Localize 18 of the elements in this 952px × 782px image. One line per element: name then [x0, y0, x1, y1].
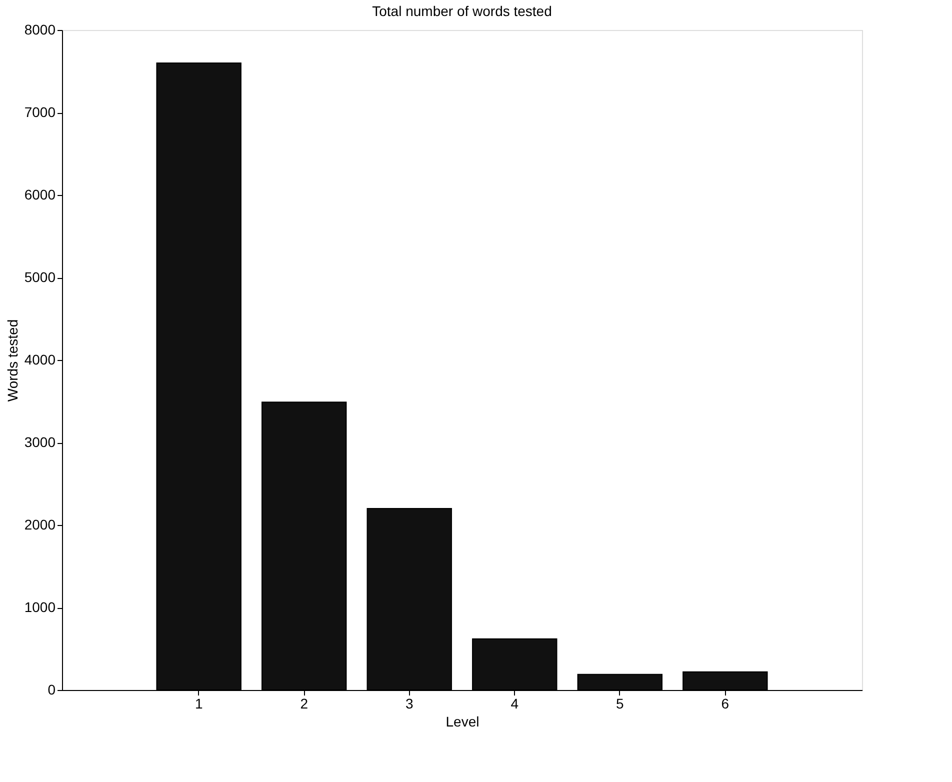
y-tick-label: 4000: [24, 352, 56, 368]
x-tick-label: 1: [194, 696, 203, 712]
y-tick-label: 6000: [24, 186, 56, 202]
y-tick-label: 7000: [24, 104, 56, 120]
x-axis-title: Level: [446, 714, 480, 730]
y-tick-label: 1000: [24, 599, 56, 615]
y-axis-title: Words tested: [4, 319, 20, 402]
y-tick-label: 3000: [24, 434, 56, 450]
y-tick-label: 8000: [24, 22, 56, 38]
x-tick-label: 6: [721, 696, 730, 712]
x-tick-label: 3: [405, 696, 414, 712]
y-tick-label: 0: [48, 682, 56, 698]
x-tick-label: 5: [616, 696, 624, 712]
chart-title: Total number of words tested: [372, 3, 552, 19]
x-tick-label: 4: [510, 696, 519, 712]
y-tick-label: 2000: [24, 516, 56, 532]
y-tick-label: 5000: [24, 269, 56, 285]
x-tick-label: 2: [300, 696, 308, 712]
